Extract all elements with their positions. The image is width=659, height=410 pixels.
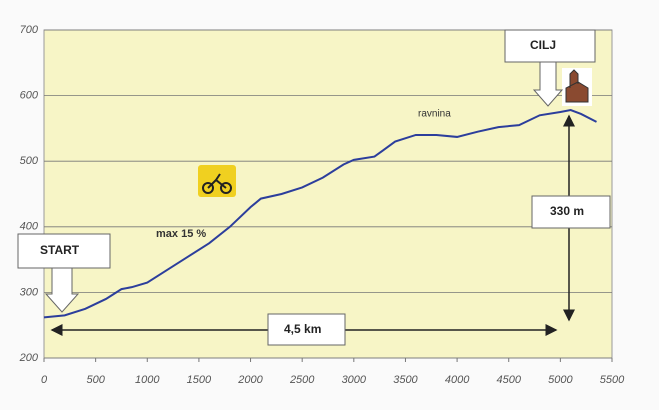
distance-box: [267, 313, 346, 346]
annotation: START: [40, 243, 80, 257]
x-tick-label: 500: [86, 374, 105, 386]
x-tick-label: 4500: [496, 374, 521, 386]
y-tick-label: 200: [19, 352, 39, 364]
elevation-line: [43, 108, 597, 319]
x-tick-label: 4000: [445, 374, 470, 386]
x-tick-label: 1000: [135, 374, 160, 386]
cyclist-icon: [207, 173, 227, 189]
x-tick-label: 2000: [237, 374, 263, 386]
y-tick-label: 300: [20, 286, 39, 298]
cyclist-icon: [202, 182, 214, 194]
plot-area: [43, 29, 613, 359]
x-tick-label: 3000: [342, 374, 367, 386]
annotation: 330 m: [550, 204, 584, 218]
cyclist-icon: [220, 182, 232, 194]
church-icon: [565, 69, 589, 103]
start-arrow: [44, 268, 80, 313]
annotation: max 15 %: [156, 228, 206, 240]
cilj-arrow: [532, 62, 564, 107]
start-box: [17, 233, 111, 269]
x-tick-label: 1500: [187, 374, 212, 386]
annotation: 4,5 km: [284, 322, 321, 336]
x-tick-label: 3500: [393, 374, 418, 386]
x-tick-label: 5000: [548, 374, 573, 386]
y-tick-label: 500: [20, 155, 39, 167]
annotation: ravnina: [418, 109, 451, 120]
height-box: [531, 195, 611, 229]
annotation: CILJ: [530, 38, 556, 52]
x-tick-label: 2500: [289, 374, 315, 386]
y-tick-label: 400: [20, 221, 39, 233]
y-tick-label: 600: [20, 90, 39, 102]
y-tick-label: 700: [20, 24, 39, 36]
x-tick-label: 0: [41, 374, 48, 386]
x-tick-label: 5500: [600, 374, 625, 386]
cilj-box: [504, 29, 596, 63]
